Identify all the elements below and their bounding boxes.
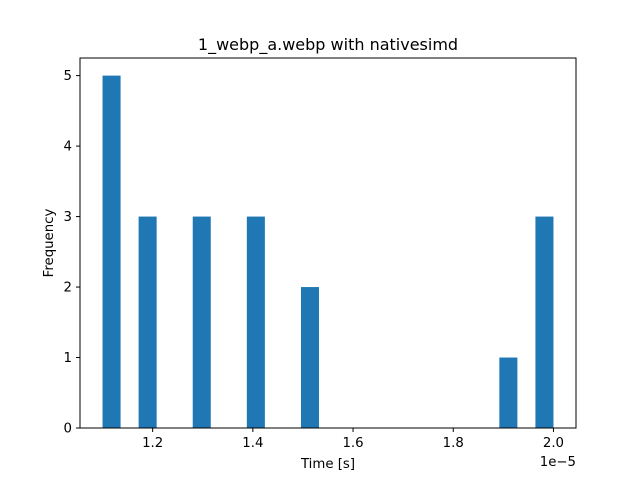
x-tick-label: 1.4 (242, 436, 263, 451)
x-tick-label: 2.0 (543, 436, 564, 451)
chart-title: 1_webp_a.webp with nativesimd (198, 35, 458, 55)
histogram-bar-0 (102, 75, 121, 428)
y-axis-label: Frequency (42, 209, 57, 278)
x-axis-label: Time [s] (300, 457, 355, 472)
plot-area-frame (79, 57, 577, 429)
x-tick-label: 1.2 (142, 436, 163, 451)
y-tick-label: 0 (64, 422, 72, 437)
histogram-bar-4 (300, 287, 319, 428)
y-tick-label: 4 (64, 140, 72, 155)
histogram-bar-3 (246, 216, 265, 428)
histogram-bar-2 (192, 216, 211, 428)
y-tick-label: 2 (64, 281, 72, 296)
x-tick-label: 1.8 (443, 436, 464, 451)
histogram-bar-1 (138, 216, 157, 428)
x-axis-ticks: 1.2 1.4 1.6 1.8 2.0 (142, 428, 564, 451)
y-tick-label: 5 (64, 69, 72, 84)
histogram-bar-6 (535, 216, 554, 428)
y-tick-label: 3 (64, 210, 72, 225)
bars-group (102, 75, 554, 428)
x-tick-label: 1.6 (342, 436, 363, 451)
histogram-bar-5 (499, 357, 518, 428)
y-tick-label: 1 (64, 351, 72, 366)
x-axis-offset-label: 1e−5 (540, 455, 576, 470)
y-axis-ticks: 0 1 2 3 4 5 (64, 69, 80, 437)
